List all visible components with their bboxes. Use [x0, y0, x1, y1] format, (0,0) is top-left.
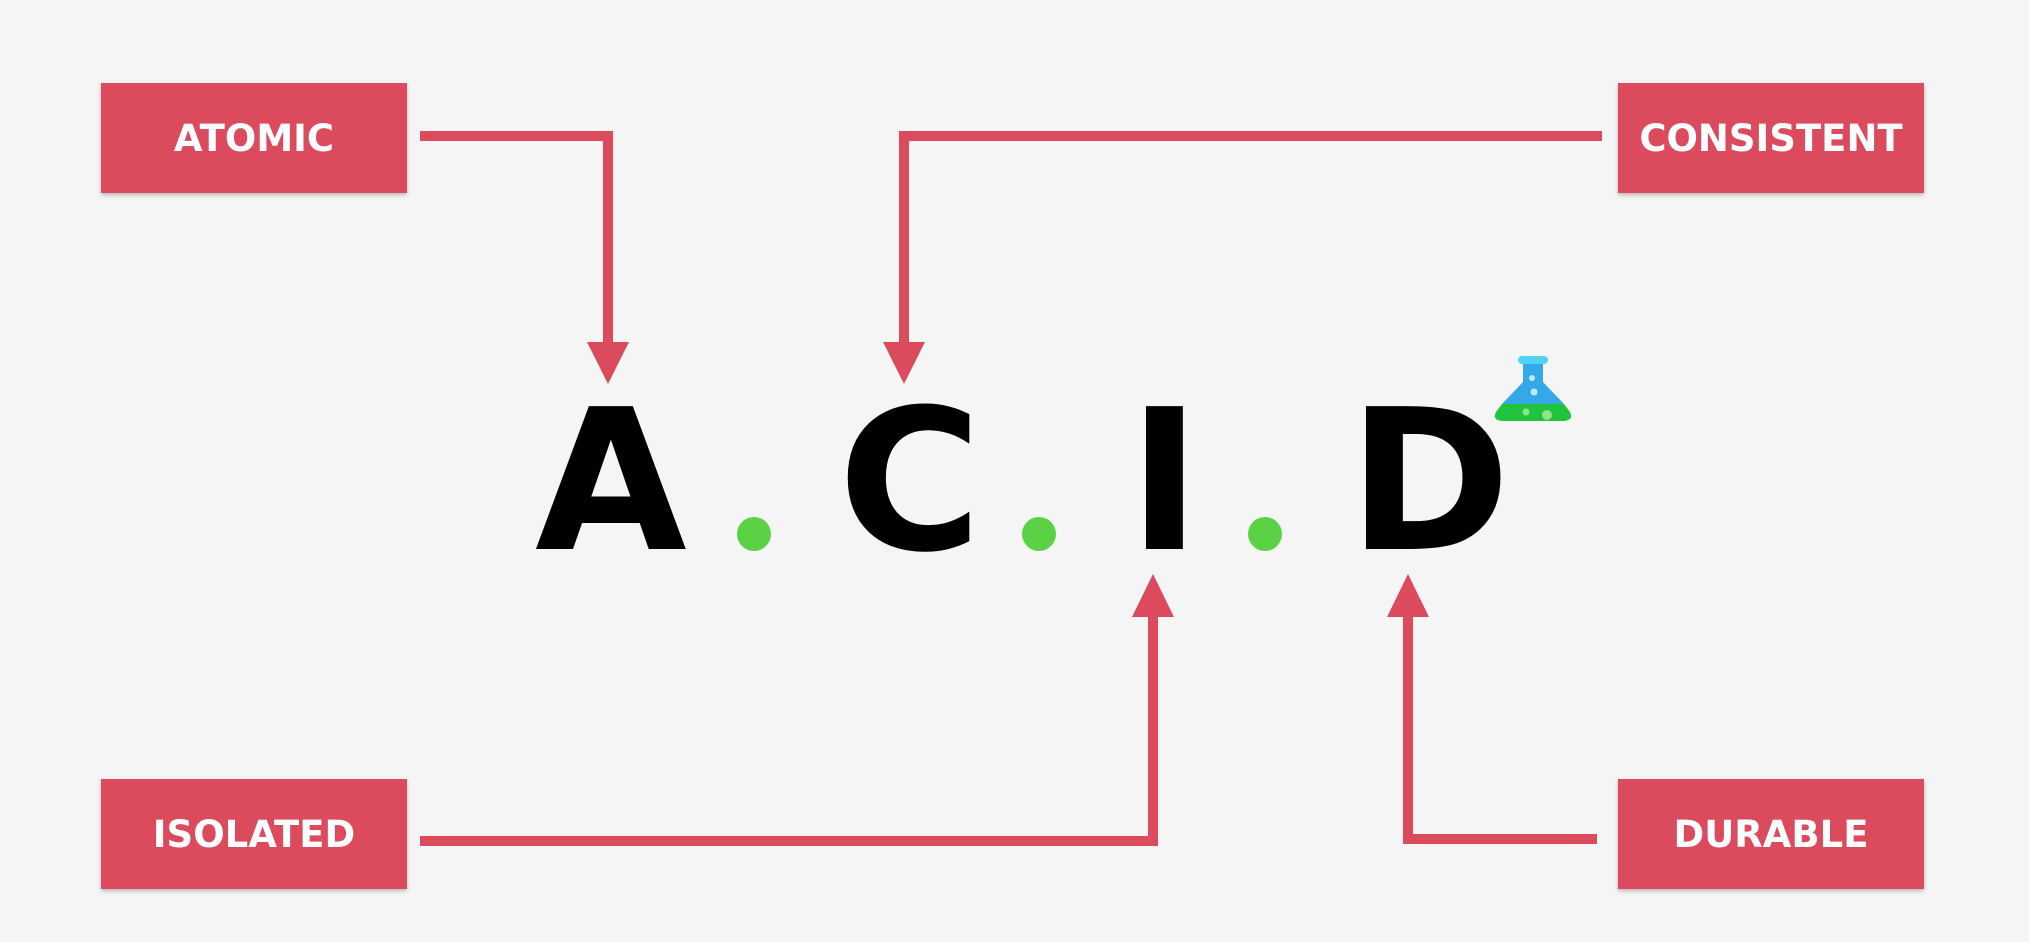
separator-dot [1022, 517, 1056, 551]
consistent-label: CONSISTENT [1639, 116, 1903, 160]
acronym-letter-a: A [535, 368, 687, 596]
consistent-label-box: CONSISTENT [1618, 83, 1924, 193]
flask-icon [1494, 356, 1572, 421]
durable-label-box: DURABLE [1618, 779, 1924, 889]
arrow-durable-to-d [1403, 615, 1597, 844]
separator-dot [1248, 517, 1282, 551]
atomic-label: ATOMIC [173, 116, 335, 160]
arrowhead-c [883, 342, 925, 384]
arrowhead-a [587, 342, 629, 384]
arrow-atomic-to-a [420, 131, 613, 345]
isolated-label: ISOLATED [152, 812, 356, 856]
isolated-label-box: ISOLATED [101, 779, 407, 889]
arrowhead-d [1387, 574, 1429, 617]
acronym-letter-d: D [1348, 368, 1511, 596]
acronym-letter-c: C [838, 368, 982, 596]
durable-label: DURABLE [1673, 812, 1869, 856]
arrow-consistent-to-c [899, 131, 1602, 345]
arrowhead-i [1132, 574, 1174, 617]
acronym-letter-i: I [1128, 368, 1201, 596]
separator-dot [737, 517, 771, 551]
arrow-isolated-to-i [420, 615, 1158, 846]
atomic-label-box: ATOMIC [101, 83, 407, 193]
